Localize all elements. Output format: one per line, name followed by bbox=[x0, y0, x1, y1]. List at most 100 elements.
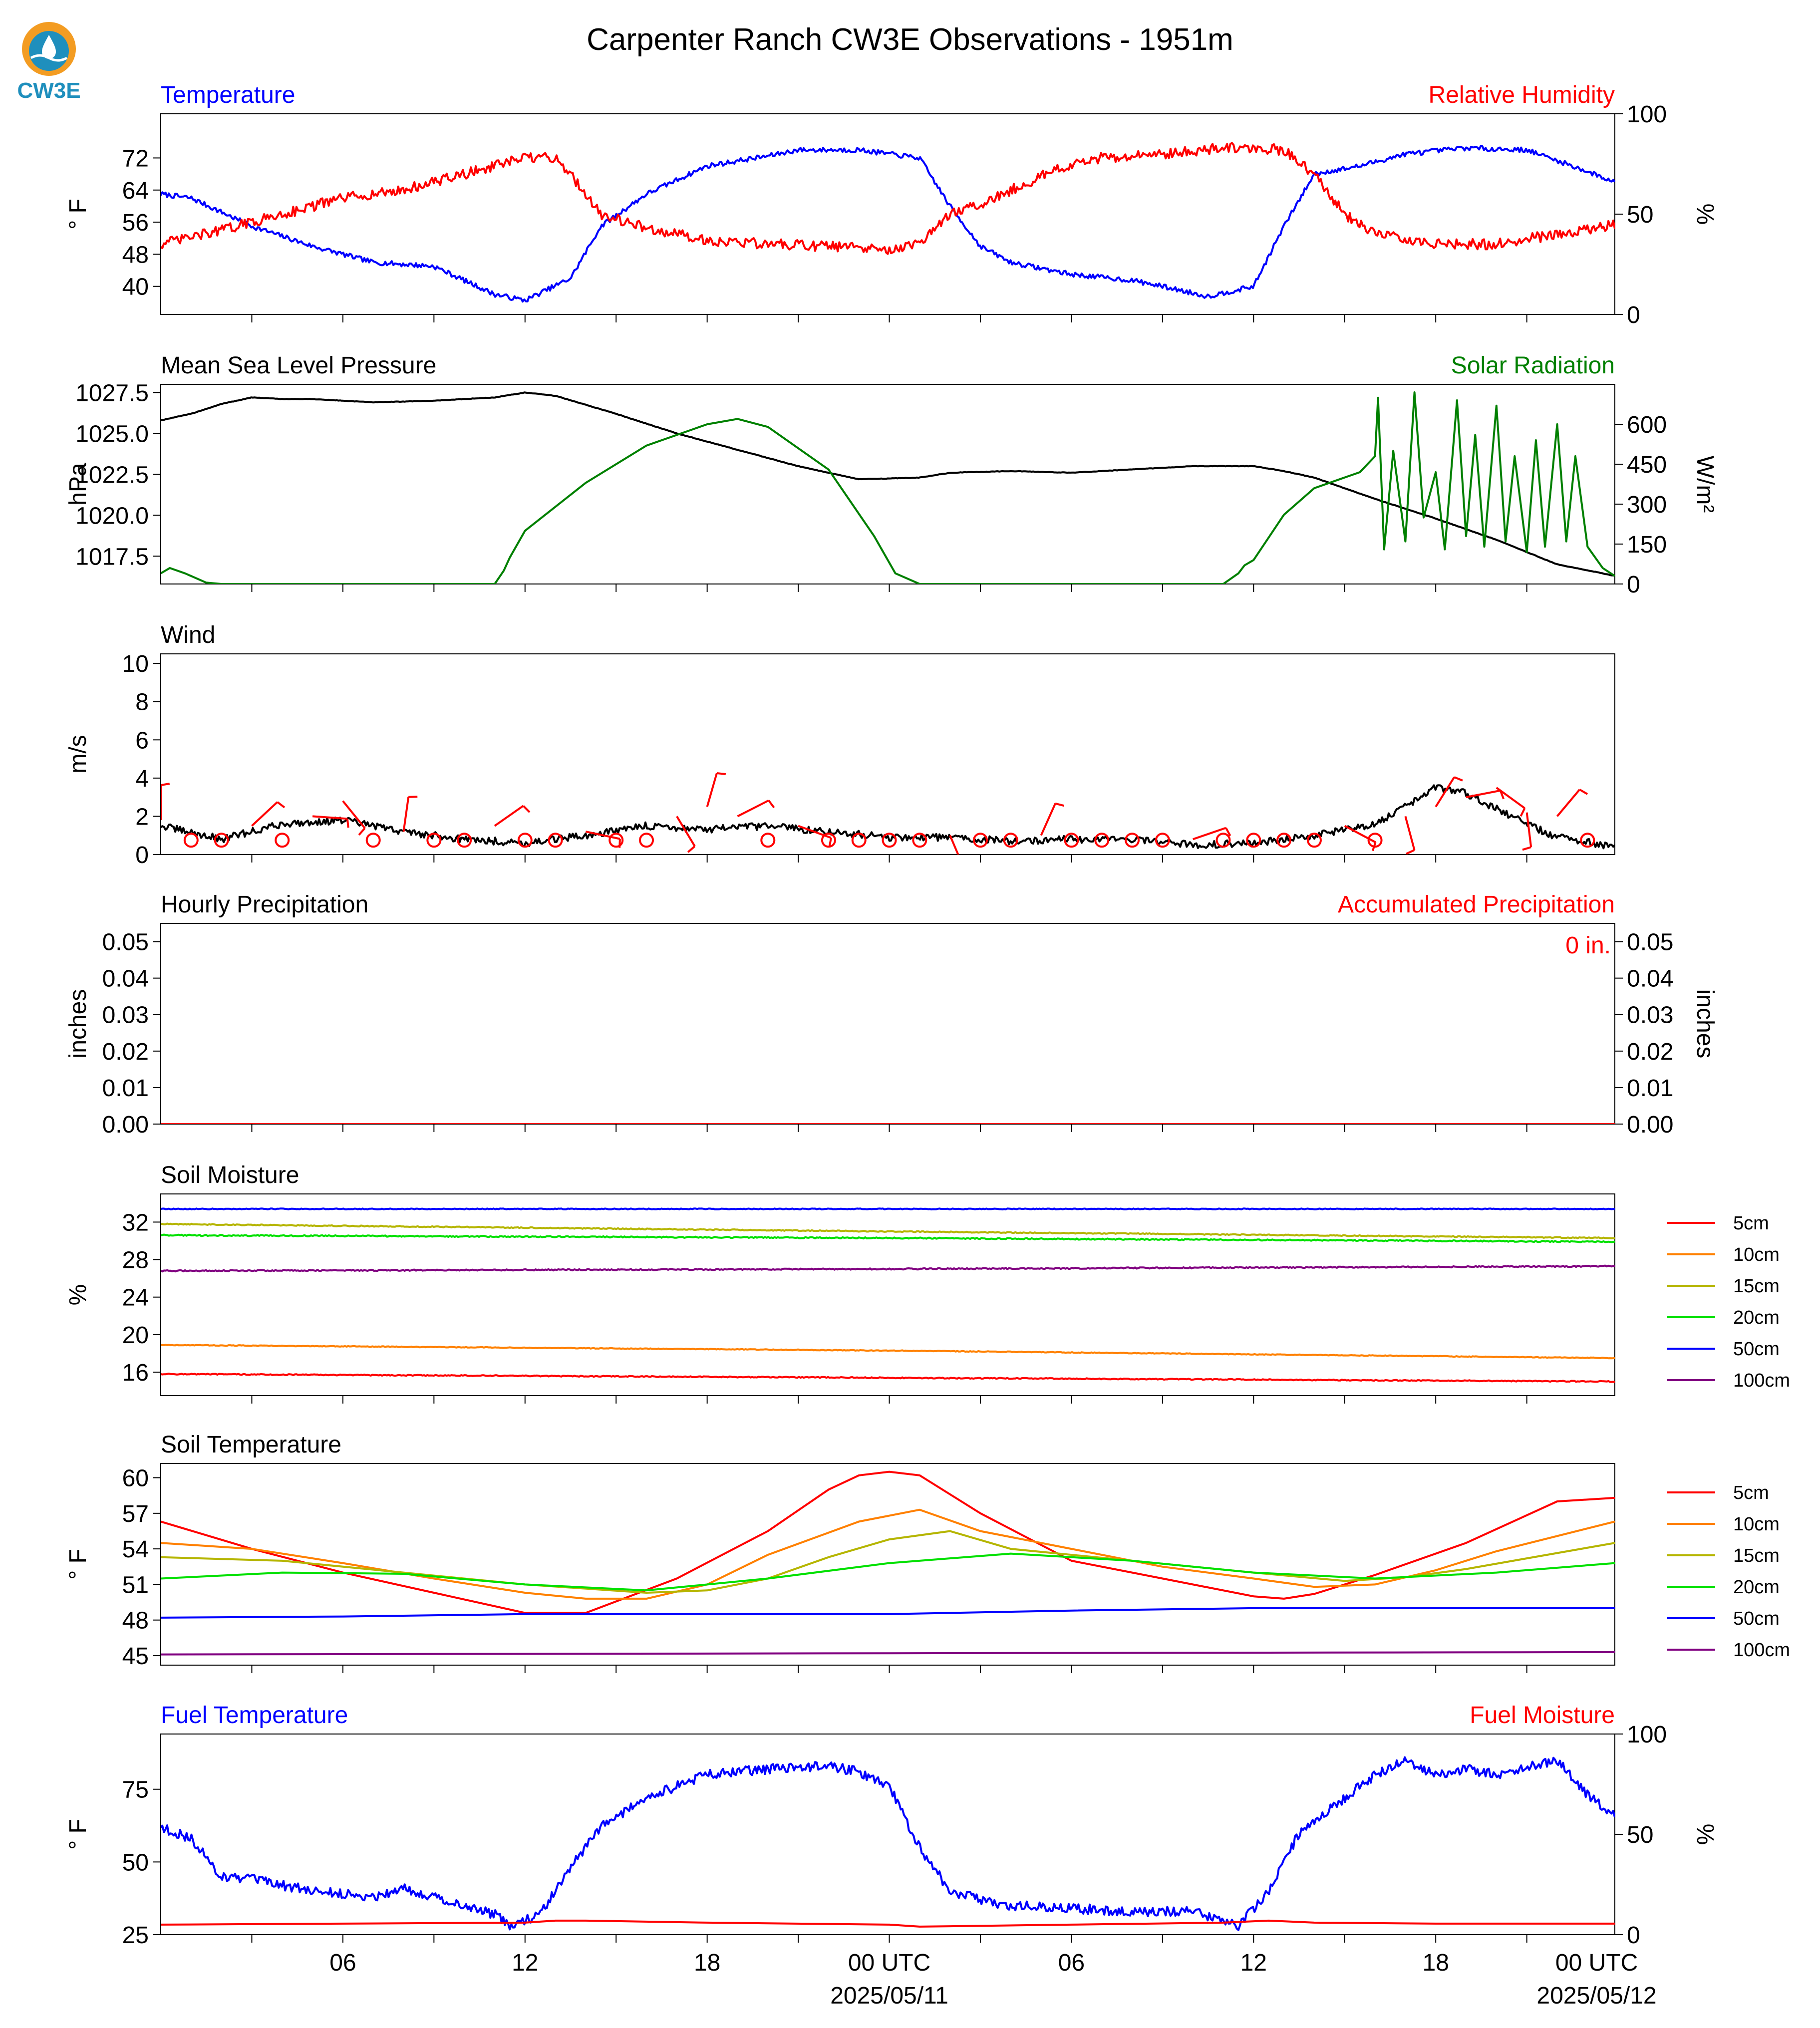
wind-barb-flag bbox=[1406, 849, 1415, 855]
legend-label: 5cm bbox=[1733, 1213, 1769, 1234]
y-axis-label: ° F bbox=[65, 199, 91, 230]
series-line-fuel-left bbox=[161, 1756, 1615, 1931]
y-tick-label: 57 bbox=[122, 1501, 149, 1527]
legend-label: 20cm bbox=[1733, 1307, 1780, 1328]
wind-barb-flag bbox=[828, 838, 832, 847]
y-tick-label: 16 bbox=[122, 1360, 149, 1386]
x-tick-label: 00 UTC bbox=[1555, 1950, 1638, 1976]
x-tick-label: 12 bbox=[1240, 1950, 1267, 1976]
wind-barb-flag bbox=[956, 868, 963, 872]
wind-barb bbox=[1435, 776, 1455, 808]
series-line-soil_moisture-100cm bbox=[161, 1264, 1615, 1273]
calm-wind-marker bbox=[517, 833, 533, 848]
calm-wind-marker bbox=[183, 833, 199, 848]
wind-barb bbox=[1404, 816, 1416, 851]
y-right-tick-label: 0.05 bbox=[1627, 929, 1673, 956]
x-tick-label: 12 bbox=[512, 1950, 538, 1976]
plot-frame bbox=[160, 923, 1615, 1125]
legend-label: 50cm bbox=[1733, 1339, 1780, 1360]
y-tick-label: 32 bbox=[122, 1209, 149, 1236]
wind-barb bbox=[1525, 812, 1532, 848]
wind-barb-flag bbox=[1522, 846, 1531, 851]
figure-title: Carpenter Ranch CW3E Observations - 1951… bbox=[587, 22, 1233, 57]
plot-frame bbox=[160, 653, 1615, 855]
y-tick-label: 2 bbox=[135, 804, 149, 830]
y-tick-label: 72 bbox=[122, 145, 149, 172]
y-tick-label: 56 bbox=[122, 210, 149, 236]
legend-label: 100cm bbox=[1733, 1370, 1790, 1391]
legend-label: 50cm bbox=[1733, 1608, 1780, 1629]
y-right-tick-label: 0 bbox=[1627, 572, 1640, 598]
series-line-temp_rh-right bbox=[161, 142, 1615, 255]
y-right-tick-label: 100 bbox=[1627, 1722, 1667, 1748]
panel-title-left: Soil Moisture bbox=[161, 1162, 299, 1188]
wind-barb-flag bbox=[1519, 808, 1526, 817]
panel-soil_moisture: Soil Moisture 16 20 24 28 32% 5cm 10cm 15cm 20cm 5… bbox=[65, 1162, 1790, 1404]
wind-barb bbox=[402, 797, 410, 832]
panel-title-right: Fuel Moisture bbox=[1470, 1702, 1615, 1729]
y-tick-label: 24 bbox=[122, 1285, 149, 1311]
calm-wind-marker bbox=[275, 833, 290, 848]
y-tick-label: 75 bbox=[122, 1777, 149, 1803]
series-layer bbox=[161, 772, 1615, 872]
x-date-label: 2025/05/11 bbox=[830, 1983, 948, 2009]
accumulated-total-label: 0 in. bbox=[1565, 932, 1611, 959]
series-line-soil_temperature-5cm bbox=[161, 1470, 1615, 1614]
plot-frame bbox=[160, 1463, 1615, 1666]
wind-barb bbox=[1466, 789, 1501, 799]
y-tick-label: 25 bbox=[122, 1922, 149, 1949]
wind-barb bbox=[1556, 789, 1580, 817]
y-axis-label: ° F bbox=[65, 1549, 91, 1580]
y-right-tick-label: 100 bbox=[1627, 101, 1667, 128]
calm-wind-marker bbox=[457, 833, 472, 848]
panel-wind: Wind 0 2 4 6 8 10 m/s bbox=[65, 622, 1615, 872]
calm-wind-marker bbox=[1276, 833, 1292, 848]
y-tick-label: 0.03 bbox=[102, 1002, 149, 1029]
calm-wind-marker bbox=[1003, 833, 1018, 848]
y-axis-label: ° F bbox=[65, 1819, 91, 1850]
calm-wind-marker bbox=[639, 833, 654, 848]
panel-title-left: Temperature bbox=[161, 82, 295, 108]
x-tick-label: 06 bbox=[329, 1950, 356, 1976]
series-layer bbox=[161, 142, 1615, 303]
logo-drop-icon bbox=[42, 35, 56, 59]
calm-wind-marker bbox=[608, 833, 624, 848]
y-axis-label: inches bbox=[65, 989, 91, 1059]
wind-barb-flag bbox=[716, 772, 726, 775]
logo-wave-icon bbox=[30, 54, 68, 62]
x-tick-label: 00 UTC bbox=[848, 1950, 930, 1976]
panel-title-right: Solar Radiation bbox=[1451, 352, 1615, 379]
y-tick-label: 1020.0 bbox=[75, 503, 149, 529]
series-line-soil_moisture-15cm bbox=[161, 1222, 1615, 1240]
calm-wind-marker bbox=[1246, 833, 1261, 848]
legend-label: 20cm bbox=[1733, 1577, 1780, 1598]
y-tick-label: 48 bbox=[122, 1608, 149, 1634]
y-tick-label: 0.04 bbox=[102, 966, 149, 992]
y-right-tick-label: 0.02 bbox=[1627, 1039, 1673, 1065]
wind-barb-flag bbox=[277, 801, 286, 809]
y-tick-label: 1017.5 bbox=[75, 544, 149, 570]
calm-wind-marker bbox=[1580, 833, 1595, 848]
legend-label: 10cm bbox=[1733, 1244, 1780, 1265]
y-right-tick-label: 0.04 bbox=[1627, 966, 1673, 992]
y-right-tick-label: 0 bbox=[1627, 1922, 1640, 1949]
wind-barb bbox=[1496, 787, 1525, 809]
series-layer bbox=[161, 1756, 1615, 1931]
y-right-tick-label: 600 bbox=[1627, 412, 1667, 438]
series-line-soil_moisture-5cm bbox=[161, 1373, 1615, 1383]
panel-pressure_solar: Mean Sea Level Pressure Solar Radiation 10… bbox=[65, 352, 1718, 598]
plot-frame bbox=[160, 384, 1615, 584]
legend-label: 100cm bbox=[1733, 1640, 1790, 1661]
y-axis-label: m/s bbox=[65, 735, 91, 773]
y-tick-label: 6 bbox=[135, 727, 149, 754]
series-line-soil_temperature-10cm bbox=[161, 1508, 1615, 1600]
y-tick-label: 60 bbox=[122, 1465, 149, 1492]
y-tick-label: 0.00 bbox=[102, 1112, 149, 1138]
y-right-tick-label: 150 bbox=[1627, 532, 1667, 558]
cw3e-logo: CW3E bbox=[17, 22, 81, 103]
series-line-soil_moisture-10cm bbox=[161, 1344, 1615, 1360]
calm-wind-marker bbox=[1215, 833, 1231, 848]
series-line-pressure_solar-right bbox=[161, 391, 1615, 584]
calm-wind-marker bbox=[1064, 833, 1079, 848]
